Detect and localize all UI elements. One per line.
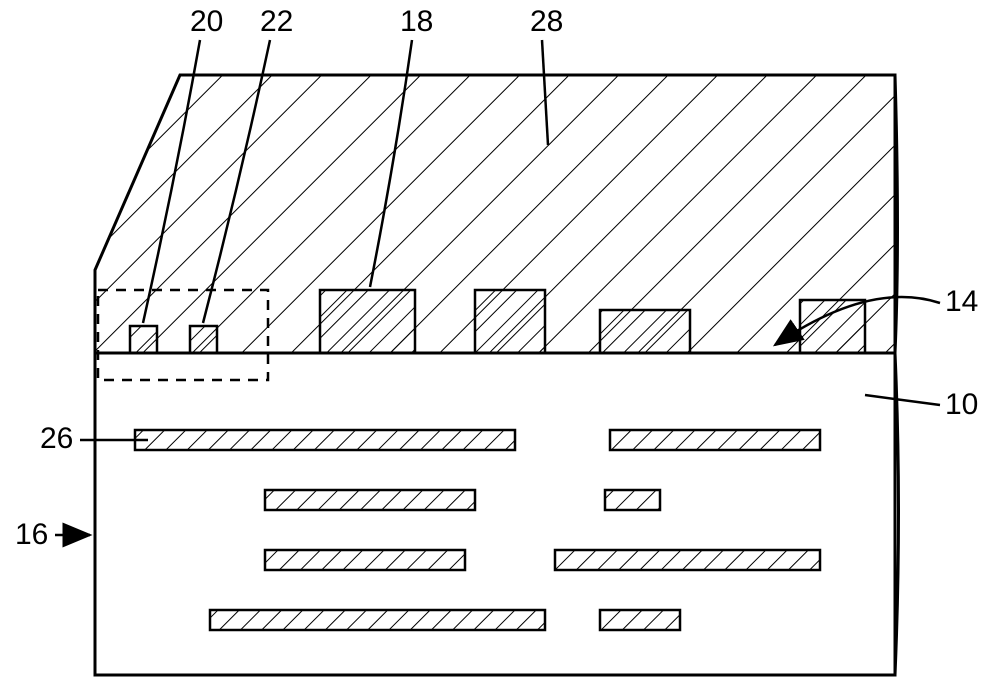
label-18: 18	[400, 5, 433, 39]
label-14: 14	[945, 285, 978, 319]
trace-r2b	[605, 490, 660, 510]
trace-r1b	[610, 430, 820, 450]
label-20: 20	[190, 5, 223, 39]
label-28: 28	[530, 5, 563, 39]
component-18	[320, 290, 415, 353]
trace-r4b	[600, 610, 680, 630]
diagram-svg	[0, 0, 1000, 688]
label-10: 10	[945, 388, 978, 422]
component-22	[190, 326, 217, 353]
component-20	[130, 326, 157, 353]
component-c5	[600, 310, 690, 353]
label-16: 16	[15, 518, 48, 552]
trace-r2a	[265, 490, 475, 510]
cross-section-diagram: 20 22 18 28 14 10 26 16	[0, 0, 1000, 688]
trace-r3a	[265, 550, 465, 570]
label-22: 22	[260, 5, 293, 39]
trace-r1a	[135, 430, 515, 450]
trace-r4a	[210, 610, 545, 630]
trace-r3b	[555, 550, 820, 570]
component-c4	[475, 290, 545, 353]
label-26: 26	[40, 422, 73, 456]
component-c6	[800, 300, 865, 353]
